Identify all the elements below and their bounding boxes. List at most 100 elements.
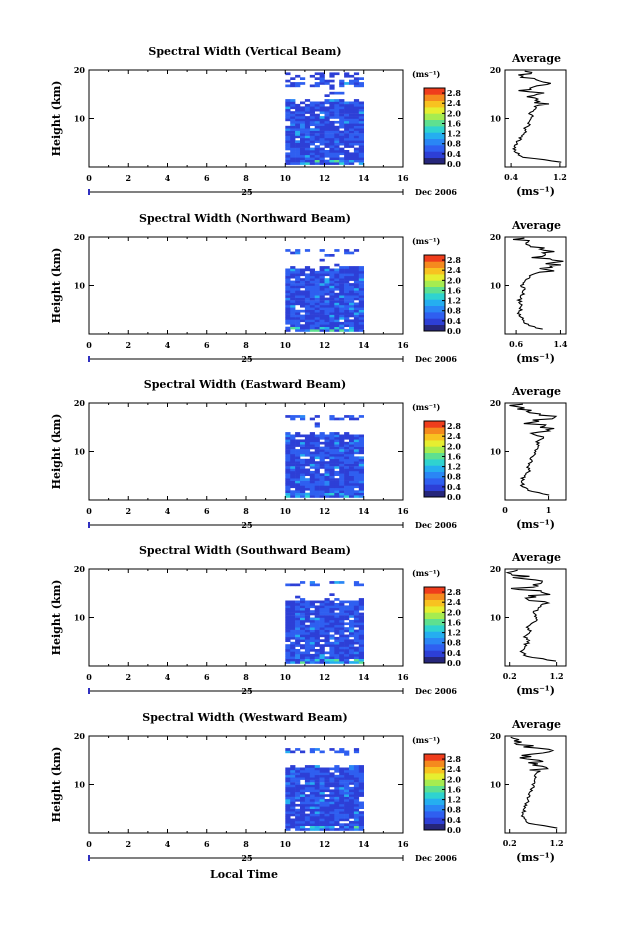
heatmap-cell — [358, 108, 364, 112]
heatmap-cell — [349, 605, 355, 609]
x-tick-label: 6 — [204, 672, 210, 682]
heatmap-cell — [334, 483, 340, 486]
heatmap-cell — [349, 106, 355, 110]
heatmap-cell — [304, 639, 311, 642]
heatmap-cell — [285, 485, 291, 489]
heatmap-cell — [304, 295, 311, 298]
heatmap-cell — [324, 825, 330, 829]
heatmap-cell — [314, 280, 320, 284]
heatmap-cell — [334, 632, 340, 635]
heatmap-cell — [295, 658, 301, 662]
heatmap-cell — [290, 765, 296, 768]
heatmap-cell — [285, 774, 291, 778]
heatmap-cell — [314, 275, 320, 279]
heatmap-cell — [300, 314, 306, 318]
heatmap-cell — [309, 84, 315, 88]
heatmap-cell — [329, 661, 335, 664]
heatmap-cell — [319, 823, 325, 826]
heatmap-cell — [314, 295, 320, 298]
heatmap-cell — [339, 619, 345, 623]
heatmap-cell — [319, 463, 325, 467]
heatmap-cell — [344, 295, 350, 298]
heatmap-cell — [304, 326, 311, 330]
heatmap-cell — [329, 823, 335, 826]
heatmap-cell — [319, 111, 325, 114]
heatmap-cell — [285, 808, 291, 812]
heatmap-cell — [324, 108, 330, 112]
heatmap-cell — [353, 268, 360, 272]
heatmap-cell — [304, 808, 311, 812]
heatmap-cell — [319, 118, 325, 122]
heatmap-cell — [339, 605, 345, 609]
heatmap-cell — [358, 612, 364, 616]
heatmap-cell — [329, 415, 335, 418]
heatmap-cell — [329, 84, 335, 88]
heatmap-cell — [309, 603, 315, 606]
heatmap-cell — [314, 270, 320, 274]
heatmap-cell — [349, 495, 355, 498]
colorbar-tick-label: 0.8 — [447, 638, 461, 648]
heatmap-cell — [349, 651, 355, 655]
heatmap-cell — [324, 280, 330, 284]
heatmap-cell — [353, 612, 360, 616]
heatmap-cell — [285, 101, 291, 105]
heatmap-cell — [324, 79, 330, 83]
heatmap-cell — [329, 324, 335, 327]
heatmap-cell — [344, 828, 350, 831]
x-tick-label: 4 — [165, 672, 171, 682]
heatmap-cell — [309, 319, 315, 323]
heatmap-cell — [290, 774, 296, 778]
heatmap-cell — [295, 278, 301, 281]
heatmap-cell — [324, 140, 330, 143]
heatmap-cell — [349, 470, 355, 474]
heatmap-cell — [344, 615, 350, 618]
heatmap-cell — [324, 794, 330, 797]
heatmap-cell — [349, 79, 355, 83]
heatmap-cell — [344, 130, 350, 134]
heatmap-cell — [285, 653, 291, 657]
heatmap-cell — [309, 312, 315, 315]
colorbar-tick-label: 2.8 — [447, 587, 461, 597]
heatmap-cell — [344, 307, 350, 310]
heatmap-cell — [300, 789, 306, 793]
y-axis-label: Height (km) — [50, 81, 63, 157]
heatmap-cell — [295, 118, 301, 122]
heatmap-cell — [334, 446, 340, 450]
heatmap-cell — [314, 825, 320, 829]
heatmap-cell — [319, 275, 325, 279]
heatmap-cell — [304, 292, 311, 296]
heatmap-cell — [304, 796, 311, 800]
heatmap-cell — [309, 480, 315, 484]
heatmap-cell — [314, 283, 320, 286]
heatmap-cell — [353, 603, 360, 606]
heatmap-cell — [290, 317, 296, 320]
heatmap-cell — [349, 270, 355, 274]
heatmap-cell — [329, 828, 335, 831]
heatmap-cell — [358, 598, 364, 601]
x-tick-label: 8 — [243, 839, 249, 849]
heatmap-cell — [285, 603, 291, 606]
heatmap-cell — [349, 278, 355, 281]
colorbar-swatch — [424, 274, 445, 281]
heatmap-cell — [300, 796, 306, 800]
date-day-label: 25 — [241, 853, 252, 863]
heatmap-cell — [290, 326, 296, 330]
heatmap-cell — [309, 453, 315, 457]
heatmap-cell — [300, 823, 306, 826]
heatmap-cell — [309, 813, 315, 817]
heatmap-cell — [285, 750, 291, 754]
heatmap-cell — [353, 79, 360, 83]
x-tick-label: 12 — [319, 173, 330, 183]
heatmap-cell — [304, 605, 311, 609]
heatmap-cell — [353, 72, 360, 76]
heatmap-cell — [295, 791, 301, 795]
heatmap-cell — [314, 492, 320, 496]
heatmap-cell — [295, 811, 301, 814]
heatmap-cell — [309, 656, 315, 659]
heatmap-cell — [304, 268, 311, 272]
heatmap-cell — [324, 99, 330, 102]
heatmap-cell — [334, 607, 340, 611]
heatmap-cell — [344, 152, 350, 156]
heatmap-cell — [324, 297, 330, 301]
heatmap-cell — [300, 600, 306, 604]
